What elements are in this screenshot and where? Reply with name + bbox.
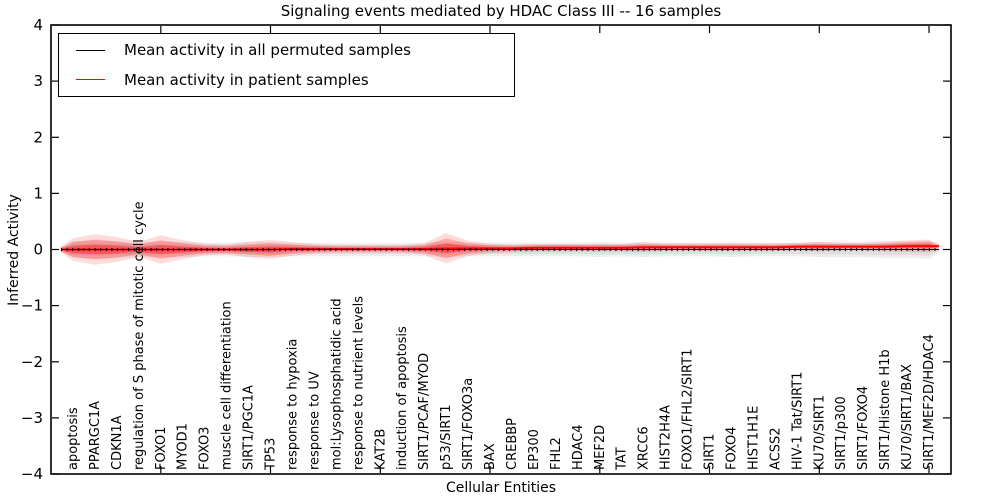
x-category-label: MEF2D: [593, 425, 608, 470]
x-axis-label: Cellular Entities: [445, 480, 557, 496]
x-category-label: FOXO1/FHL2/SIRT1: [681, 349, 696, 470]
x-category-label: FOXO3: [198, 427, 213, 470]
x-category-label: KU70/SIRT1: [812, 395, 827, 470]
legend-item-permuted: Mean activity in all permuted samples: [59, 37, 514, 63]
x-category-label: response to UV: [307, 371, 322, 470]
x-category-label: BAX: [483, 443, 498, 470]
x-category-label: HIST1H1E: [746, 406, 761, 470]
x-category-label: TP53: [264, 438, 279, 471]
legend-item-patient: Mean activity in patient samples: [59, 67, 514, 93]
x-category-label: MYOD1: [176, 423, 191, 470]
y-tick-label: 2: [33, 128, 43, 146]
y-tick-label: 0: [33, 241, 43, 259]
x-category-label: CREBBP: [505, 418, 520, 470]
x-category-label: response to hypoxia: [286, 339, 301, 470]
y-tick-label: −2: [21, 353, 43, 371]
x-category-label: ACSS2: [768, 427, 783, 470]
x-category-label: SIRT1/PGC1A: [242, 385, 257, 470]
x-category-label: PPARGC1A: [88, 401, 103, 470]
y-tick-label: −1: [21, 297, 43, 315]
x-category-label: KU70/SIRT1/BAX: [900, 364, 915, 470]
x-category-label: KAT2B: [373, 429, 388, 470]
legend-line-black-icon: [76, 49, 105, 51]
x-category-label: SIRT1/MEF2D/HDAC4: [922, 334, 937, 470]
x-category-label: SIRT1/FOXO4: [856, 386, 871, 470]
legend-label-patient: Mean activity in patient samples: [124, 70, 369, 89]
x-category-label: SIRT1: [703, 434, 718, 470]
x-category-label: apoptosis: [66, 407, 81, 470]
x-category-label: EP300: [527, 429, 542, 470]
legend-line-red-icon: [76, 79, 105, 81]
y-tick-label: −4: [21, 465, 43, 483]
x-category-label: HDAC4: [571, 424, 586, 470]
x-category-label: CDKN1A: [110, 415, 125, 470]
chart-title: Signaling events mediated by HDAC Class …: [280, 2, 722, 20]
x-category-label: induction of apoptosis: [395, 326, 410, 470]
x-category-label: regulation of S phase of mitotic cell cy…: [132, 201, 147, 470]
x-category-label: SIRT1/PCAF/MYOD: [417, 353, 432, 470]
y-tick-label: 1: [33, 184, 43, 202]
x-category-label: FOXO1: [154, 427, 169, 470]
x-category-label: mol:Lysophosphatidic acid: [329, 298, 344, 470]
x-category-label: muscle cell differentiation: [220, 301, 235, 470]
y-tick-label: −3: [21, 409, 43, 427]
x-category-label: HIST2H4A: [659, 405, 674, 470]
x-category-label: FHL2: [549, 437, 564, 470]
x-category-label: XRCC6: [637, 426, 652, 470]
y-tick-label: 4: [33, 16, 43, 34]
x-category-label: SIRT1/p300: [834, 396, 849, 470]
axes-frame: [50, 24, 952, 475]
x-category-label: SIRT1/Histone H1b: [878, 349, 893, 470]
x-category-label: SIRT1/FOXO3a: [461, 378, 476, 470]
legend: Mean activity in all permuted samples Me…: [58, 33, 515, 97]
legend-label-permuted: Mean activity in all permuted samples: [124, 41, 411, 60]
x-category-label: p53/SIRT1: [439, 404, 454, 470]
y-tick-label: 3: [33, 72, 43, 90]
x-category-label: response to nutrient levels: [351, 296, 366, 470]
x-category-label: HIV-1 Tat/SIRT1: [790, 372, 805, 470]
x-category-label: TAT: [615, 447, 630, 471]
x-category-label: FOXO4: [725, 427, 740, 470]
